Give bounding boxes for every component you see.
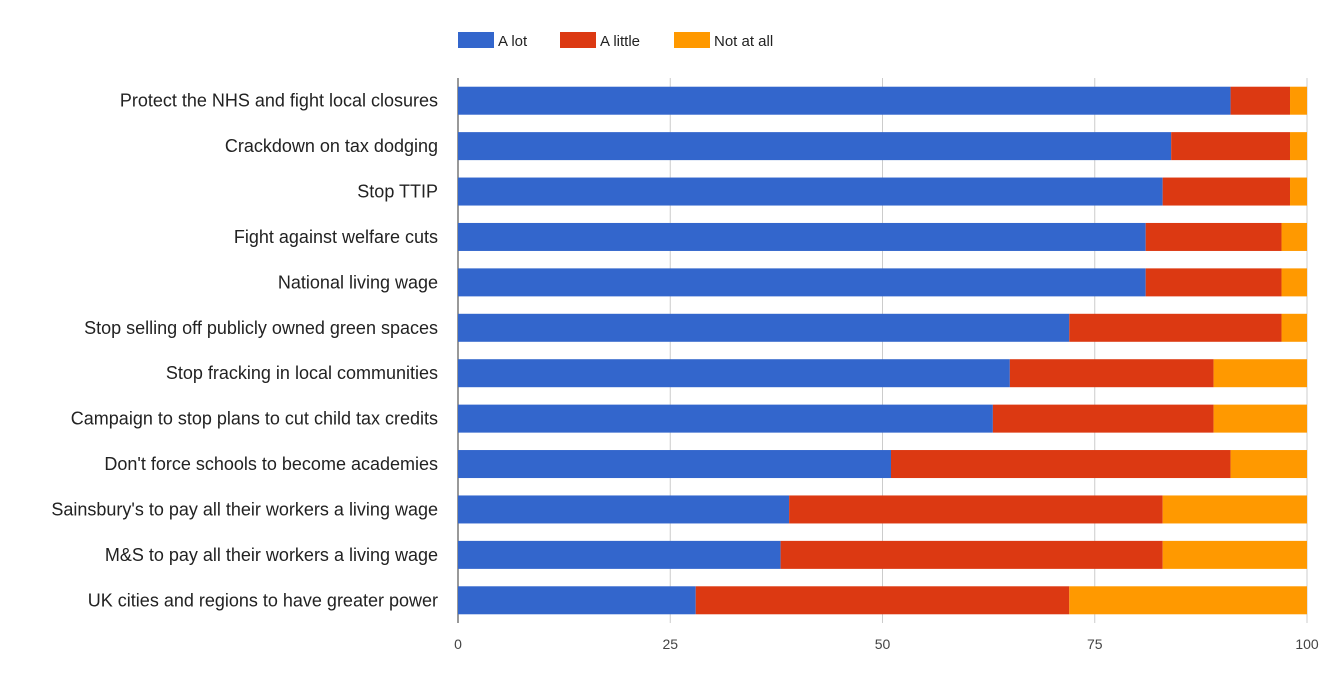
bar-not-at-all [1281,222,1307,251]
bar-a-lot [458,313,1070,342]
bar-a-lot [458,86,1231,115]
bar-a-lot [458,450,891,479]
bar-a-little [1162,177,1291,206]
bar-a-lot [458,268,1146,297]
x-tick-label: 100 [1295,636,1319,652]
bar-a-lot [458,359,1010,388]
bar-a-little [789,495,1163,524]
category-label: National living wage [278,272,438,292]
category-label: M&S to pay all their workers a living wa… [105,545,438,565]
bar-a-little [1145,268,1282,297]
category-label: Crackdown on tax dodging [225,136,438,156]
bar-a-lot [458,404,993,433]
category-label: Stop selling off publicly owned green sp… [84,318,438,338]
legend-swatch [674,32,710,48]
bar-not-at-all [1281,268,1307,297]
bar-a-little [1230,86,1291,115]
bar-a-little [1069,313,1282,342]
bar-a-lot [458,495,790,524]
legend-label: A lot [498,33,528,50]
x-tick-label: 25 [662,636,678,652]
category-label: UK cities and regions to have greater po… [88,590,438,610]
category-label: Stop fracking in local communities [166,363,438,383]
bar-not-at-all [1213,359,1307,388]
category-label: Sainsbury's to pay all their workers a l… [51,499,438,519]
x-axis-ticks: 0 25 50 75 100 [454,636,1319,652]
bar-a-little [695,586,1070,615]
bar-a-little [780,540,1163,569]
legend-swatch [458,32,494,48]
gridlines [457,78,1308,623]
bar-a-lot [458,177,1163,206]
category-label: Campaign to stop plans to cut child tax … [71,409,438,429]
bar-not-at-all [1290,177,1307,206]
x-tick-label: 50 [875,636,891,652]
bar-not-at-all [1290,132,1307,161]
bar-a-lot [458,132,1172,161]
bar-a-little [1145,222,1282,251]
bar-a-lot [458,586,696,615]
category-labels: Protect the NHS and fight local closures… [51,91,438,611]
bar-a-little [1009,359,1214,388]
bar-a-little [1171,132,1291,161]
bar-a-little [992,404,1214,433]
legend-item[interactable]: Not at all [674,32,773,50]
legend-item[interactable]: A little [560,32,640,50]
bar-not-at-all [1281,313,1307,342]
category-label: Fight against welfare cuts [234,227,438,247]
x-tick-label: 0 [454,636,462,652]
legend: A lot A little Not at all [458,32,773,50]
bar-not-at-all [1230,450,1307,479]
bars [458,86,1307,615]
bar-a-little [890,450,1231,479]
bar-a-lot [458,540,781,569]
bar-not-at-all [1290,86,1307,115]
bar-not-at-all [1213,404,1307,433]
legend-label: A little [600,33,640,50]
legend-item[interactable]: A lot [458,32,528,50]
category-label: Stop TTIP [357,182,438,202]
x-tick-label: 75 [1087,636,1103,652]
legend-swatch [560,32,596,48]
bar-a-lot [458,222,1146,251]
bar-not-at-all [1069,586,1307,615]
legend-label: Not at all [714,33,773,50]
category-label: Protect the NHS and fight local closures [120,91,438,111]
bar-not-at-all [1162,495,1307,524]
bar-not-at-all [1162,540,1307,569]
category-label: Don't force schools to become academies [104,454,438,474]
